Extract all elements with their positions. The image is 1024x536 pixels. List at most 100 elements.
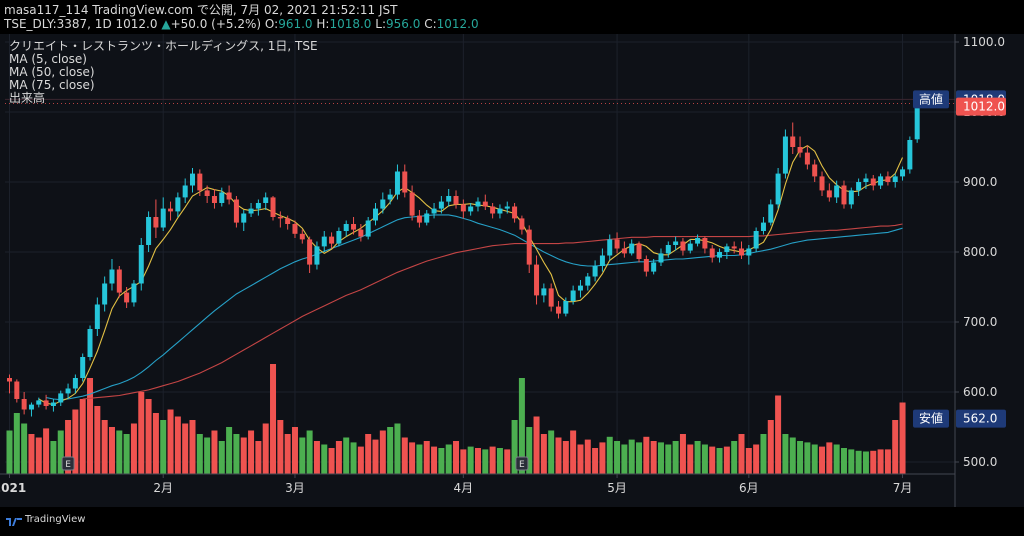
volume-bar	[482, 449, 489, 474]
last-price-text: 1012.0	[963, 100, 1005, 114]
volume-bar	[577, 444, 584, 474]
legend-ma50[interactable]: MA (50, close)	[9, 65, 95, 79]
candle-body	[351, 224, 357, 230]
candle-body	[226, 192, 232, 200]
x-tick-label: 6月	[739, 481, 759, 495]
volume-bar	[416, 444, 423, 474]
candle-body	[65, 388, 71, 394]
candle-body	[687, 243, 693, 251]
x-tick-label: 5月	[607, 481, 627, 495]
earnings-marker-icon	[515, 456, 529, 471]
candle-body	[416, 215, 422, 223]
volume-bar	[855, 450, 862, 474]
volume-bar	[284, 434, 291, 474]
candle-body	[914, 103, 920, 140]
candle-body	[490, 206, 496, 214]
volume-bar	[453, 441, 460, 474]
candle-body	[277, 217, 283, 219]
candle-body	[878, 176, 884, 186]
volume-bar	[877, 449, 884, 474]
candle-body	[907, 140, 913, 170]
volume-bar	[679, 434, 686, 474]
candle-body	[607, 239, 613, 256]
earnings-marker-icon	[61, 456, 75, 471]
volume-bar	[797, 441, 804, 474]
volume-bar	[57, 430, 64, 474]
tradingview-brand[interactable]: TradingView	[25, 514, 86, 525]
candle-body	[14, 381, 20, 399]
volume-bar	[833, 444, 840, 474]
volume-bar	[767, 420, 774, 474]
volume-bar	[782, 434, 789, 474]
volume-bar	[174, 416, 181, 474]
price-chart[interactable]: 1100.01000.0900.0800.0700.0600.0500.0202…	[0, 34, 1024, 507]
volume-bar	[277, 420, 284, 474]
footer	[0, 507, 1024, 536]
candle-body	[94, 304, 100, 329]
candle-body	[380, 199, 386, 209]
candle-body	[717, 252, 723, 258]
candle-body	[285, 218, 291, 224]
candle-body	[812, 164, 818, 177]
price-change: +50.0 (+5.2%)	[170, 17, 262, 31]
candle-body	[629, 243, 635, 254]
candle-body	[504, 206, 510, 209]
volume-bar	[87, 378, 94, 474]
candle-body	[182, 185, 188, 198]
volume-bar	[189, 420, 196, 474]
volume-bar	[321, 444, 328, 474]
candle-body	[804, 152, 810, 165]
tradingview-logo-icon[interactable]	[6, 516, 22, 526]
candle-body	[680, 241, 686, 251]
low-value-tag	[956, 409, 1006, 428]
x-tick-label: 2021	[0, 481, 26, 495]
candle-body	[248, 208, 254, 214]
x-tick-label: 3月	[285, 481, 305, 495]
candle-body	[102, 283, 108, 305]
candle-body	[21, 399, 27, 410]
legend-ma5[interactable]: MA (5, close)	[9, 52, 87, 66]
earnings-marker-label: E	[519, 460, 525, 470]
volume-bar	[614, 441, 621, 474]
volume-bar	[35, 437, 42, 474]
volume-bar	[211, 430, 218, 474]
last-price: 1012.0	[115, 17, 158, 31]
high-label-text: 高値	[919, 91, 943, 106]
candle-body	[870, 178, 876, 186]
candle-body	[438, 201, 444, 209]
candle-body	[497, 208, 503, 214]
candle-body	[651, 262, 657, 272]
chart-header: masa117_114 TradingView.com で公開, 7月 02, …	[0, 0, 1024, 34]
legend-volume[interactable]: 出来高	[9, 91, 46, 105]
volume-bar	[518, 378, 525, 474]
candle-body	[50, 402, 56, 406]
high-value: 1018.0	[329, 17, 372, 31]
volume-bar	[130, 423, 137, 474]
candle-body	[541, 288, 547, 296]
candle-body	[453, 196, 459, 205]
volume-bar	[409, 442, 416, 474]
low-label-text: 安値	[919, 411, 943, 426]
candle-body	[131, 283, 137, 303]
volume-bar	[262, 423, 269, 474]
volume-bar	[496, 448, 503, 474]
volume-bar	[811, 444, 818, 474]
volume-bar	[738, 434, 745, 474]
close-value: 1012.0	[436, 17, 479, 31]
legend-ma75[interactable]: MA (75, close)	[9, 78, 95, 92]
volume-bar	[460, 449, 467, 474]
candle-body	[819, 176, 825, 191]
candle-body	[7, 378, 12, 382]
volume-bar	[350, 442, 357, 474]
volume-bar	[862, 451, 869, 474]
last-price-tag	[956, 97, 1006, 116]
candle-body	[138, 245, 144, 284]
volume-bar	[467, 446, 474, 474]
candle-body	[116, 269, 122, 293]
volume-bar	[709, 446, 716, 474]
candle-body	[556, 306, 561, 314]
candle-body	[58, 393, 64, 403]
candle-body	[724, 246, 730, 252]
volume-bar	[167, 409, 174, 474]
volume-bar	[248, 430, 255, 474]
